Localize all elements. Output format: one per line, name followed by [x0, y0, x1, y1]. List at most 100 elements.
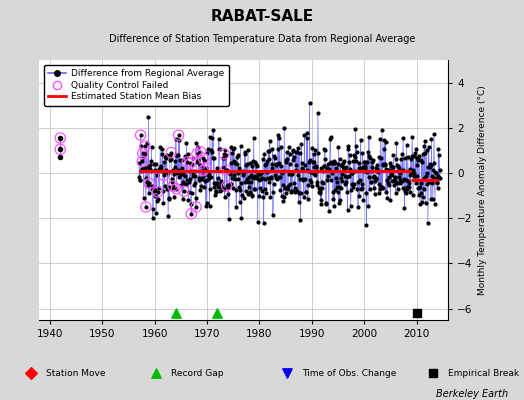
Point — [401, 188, 409, 194]
Point — [190, 182, 199, 188]
Point — [379, 162, 387, 168]
Point — [320, 146, 329, 153]
Point — [292, 166, 301, 173]
Point — [287, 171, 295, 177]
Point — [275, 134, 283, 141]
Point — [257, 170, 265, 176]
Point — [365, 174, 374, 181]
Point — [159, 172, 168, 178]
Point — [352, 143, 361, 149]
Point — [376, 135, 385, 142]
Point — [353, 148, 361, 155]
Point — [138, 166, 146, 172]
Point — [187, 201, 195, 208]
Point — [340, 158, 348, 165]
Point — [155, 185, 163, 191]
Point — [271, 172, 279, 178]
Point — [259, 220, 268, 226]
Point — [386, 197, 395, 203]
Point — [214, 135, 223, 142]
Point — [140, 164, 149, 171]
Point — [413, 157, 422, 164]
Point — [182, 180, 190, 187]
Point — [258, 188, 267, 194]
Point — [436, 167, 444, 173]
Point — [282, 190, 290, 196]
Point — [151, 187, 160, 193]
Point — [250, 186, 259, 192]
Point — [416, 201, 424, 208]
Point — [188, 161, 196, 168]
Point — [196, 187, 204, 194]
Point — [213, 180, 222, 186]
Point — [420, 186, 429, 192]
Point — [201, 158, 209, 165]
Point — [322, 201, 330, 207]
Point — [186, 160, 194, 166]
Point — [178, 164, 186, 171]
Point — [392, 156, 400, 162]
Point — [308, 182, 316, 189]
Point — [382, 166, 390, 172]
Point — [417, 157, 425, 163]
Point — [348, 184, 357, 190]
Point — [136, 132, 145, 138]
Point — [337, 184, 346, 191]
Point — [289, 147, 298, 154]
Point — [248, 192, 257, 198]
Point — [431, 200, 439, 207]
Text: Station Move: Station Move — [46, 368, 105, 378]
Point — [157, 168, 166, 174]
Point — [289, 157, 297, 164]
Point — [319, 168, 328, 174]
Point — [56, 146, 64, 152]
Point — [398, 178, 406, 184]
Point — [351, 168, 359, 174]
Point — [413, 162, 422, 168]
Point — [157, 166, 165, 173]
Point — [210, 184, 219, 190]
Point — [247, 193, 256, 199]
Text: RABAT-SALE: RABAT-SALE — [211, 9, 313, 24]
Point — [260, 186, 269, 192]
Point — [174, 132, 183, 138]
Point — [429, 160, 438, 166]
Point — [141, 151, 149, 158]
Point — [423, 180, 432, 187]
Point — [256, 176, 265, 182]
Point — [299, 166, 308, 173]
Point — [273, 176, 281, 182]
Point — [345, 152, 354, 158]
Point — [326, 134, 335, 140]
Point — [406, 171, 414, 178]
Legend: Difference from Regional Average, Quality Control Failed, Estimated Station Mean: Difference from Regional Average, Qualit… — [44, 64, 228, 106]
Point — [245, 173, 253, 180]
Point — [143, 179, 151, 186]
Point — [340, 172, 348, 179]
Point — [309, 170, 317, 177]
Point — [147, 144, 156, 150]
Point — [145, 180, 154, 187]
Point — [243, 178, 252, 185]
Point — [242, 162, 250, 168]
Point — [297, 141, 305, 147]
Point — [149, 215, 157, 222]
Point — [172, 186, 181, 192]
Point — [404, 177, 412, 184]
Point — [167, 149, 176, 156]
Point — [176, 157, 184, 163]
Point — [234, 170, 242, 176]
Point — [236, 142, 245, 149]
Point — [202, 164, 210, 171]
Point — [307, 179, 315, 185]
Point — [218, 184, 226, 191]
Point — [355, 165, 363, 171]
Point — [358, 184, 366, 191]
Point — [338, 178, 346, 184]
Point — [254, 170, 262, 176]
Point — [172, 136, 180, 142]
Point — [261, 175, 270, 182]
Point — [407, 170, 416, 176]
Point — [246, 189, 254, 196]
Point — [220, 186, 228, 192]
